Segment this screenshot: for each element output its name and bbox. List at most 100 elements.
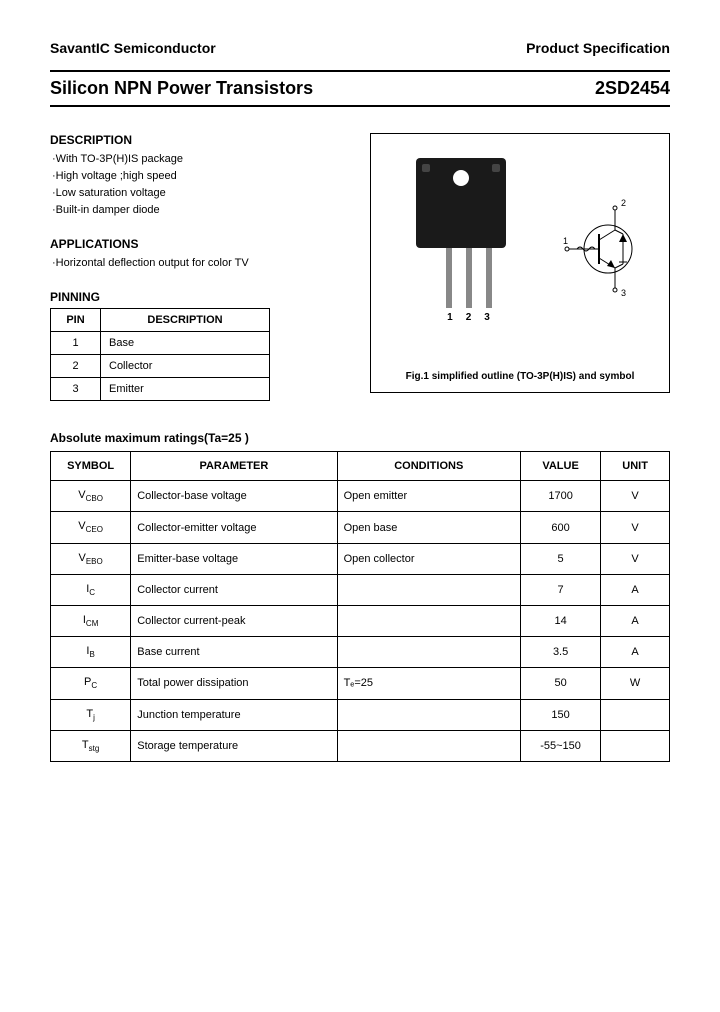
page-header: SavantIC Semiconductor Product Specifica… xyxy=(50,40,670,56)
applications-list: ·Horizontal deflection output for color … xyxy=(50,255,350,272)
rating-unit: V xyxy=(601,512,670,543)
table-row: 3 Emitter xyxy=(51,378,270,401)
lead-icon xyxy=(486,248,492,308)
rating-parameter: Collector current-peak xyxy=(131,605,337,636)
rating-value: 5 xyxy=(520,543,600,574)
col-parameter: PARAMETER xyxy=(131,452,337,481)
table-row: VEBOEmitter-base voltageOpen collector5V xyxy=(51,543,670,574)
rating-value: 14 xyxy=(520,605,600,636)
pin-number: 1 xyxy=(51,332,101,355)
rating-value: 150 xyxy=(520,699,600,730)
table-row: ICMCollector current-peak 14A xyxy=(51,605,670,636)
rating-value: 600 xyxy=(520,512,600,543)
left-column: DESCRIPTION ·With TO-3P(H)IS package ·Hi… xyxy=(50,133,350,401)
lead-icon xyxy=(446,248,452,308)
table-row: VCBOCollector-base voltageOpen emitter17… xyxy=(51,481,670,512)
title-bar: Silicon NPN Power Transistors 2SD2454 xyxy=(50,70,670,107)
pin-label-3: 3 xyxy=(621,288,626,298)
desc-item: ·Low saturation voltage xyxy=(50,185,350,202)
rating-value: 7 xyxy=(520,574,600,605)
pin-label-1: 1 xyxy=(563,236,568,246)
rating-unit: V xyxy=(601,543,670,574)
rating-condition: Tₑ=25 xyxy=(337,668,520,699)
rating-value: -55~150 xyxy=(520,730,600,761)
rating-unit: V xyxy=(601,481,670,512)
table-row: VCEOCollector-emitter voltageOpen base60… xyxy=(51,512,670,543)
rating-condition xyxy=(337,605,520,636)
rating-condition xyxy=(337,699,520,730)
ratings-heading: Absolute maximum ratings(Ta=25 ) xyxy=(50,431,670,445)
table-header-row: SYMBOL PARAMETER CONDITIONS VALUE UNIT xyxy=(51,452,670,481)
desc-item: ·High voltage ;high speed xyxy=(50,168,350,185)
rating-value: 50 xyxy=(520,668,600,699)
figure-caption: Fig.1 simplified outline (TO-3P(H)IS) an… xyxy=(371,371,669,382)
rating-condition: Open base xyxy=(337,512,520,543)
rating-parameter: Collector-base voltage xyxy=(131,481,337,512)
rating-parameter: Storage temperature xyxy=(131,730,337,761)
rating-condition xyxy=(337,637,520,668)
rating-condition xyxy=(337,730,520,761)
pin-desc: Base xyxy=(101,332,270,355)
app-item: ·Horizontal deflection output for color … xyxy=(50,255,350,272)
table-row: TjJunction temperature150 xyxy=(51,699,670,730)
pin-label-2: 2 xyxy=(621,198,626,208)
rating-symbol: VEBO xyxy=(51,543,131,574)
rating-parameter: Emitter-base voltage xyxy=(131,543,337,574)
table-row: 2 Collector xyxy=(51,355,270,378)
rating-parameter: Junction temperature xyxy=(131,699,337,730)
description-heading: DESCRIPTION xyxy=(50,133,350,147)
company-name: SavantIC Semiconductor xyxy=(50,40,216,56)
rating-parameter: Base current xyxy=(131,637,337,668)
rating-symbol: Tstg xyxy=(51,730,131,761)
mounting-hole-icon xyxy=(453,170,469,186)
rating-unit: A xyxy=(601,605,670,636)
desc-item: ·With TO-3P(H)IS package xyxy=(50,151,350,168)
rating-unit xyxy=(601,699,670,730)
rating-symbol: VCBO xyxy=(51,481,131,512)
description-list: ·With TO-3P(H)IS package ·High voltage ;… xyxy=(50,151,350,219)
transistor-symbol-icon: 1 2 3 xyxy=(563,194,653,304)
notch-icon xyxy=(492,164,500,172)
table-row: ICCollector current 7A xyxy=(51,574,670,605)
upper-section: DESCRIPTION ·With TO-3P(H)IS package ·Hi… xyxy=(50,133,670,401)
col-unit: UNIT xyxy=(601,452,670,481)
rating-symbol: ICM xyxy=(51,605,131,636)
pinning-heading: PINNING xyxy=(50,290,350,304)
rating-condition xyxy=(337,574,520,605)
ratings-table: SYMBOL PARAMETER CONDITIONS VALUE UNIT V… xyxy=(50,451,670,762)
pin-number: 3 xyxy=(51,378,101,401)
rating-value: 3.5 xyxy=(520,637,600,668)
rating-unit: W xyxy=(601,668,670,699)
pin-col-header: PIN xyxy=(51,309,101,332)
col-value: VALUE xyxy=(520,452,600,481)
rating-parameter: Total power dissipation xyxy=(131,668,337,699)
lead-numbering: 1 2 3 xyxy=(416,312,521,323)
leads-icon xyxy=(416,248,521,308)
lead-num: 3 xyxy=(484,312,490,323)
rating-value: 1700 xyxy=(520,481,600,512)
pin-number: 2 xyxy=(51,355,101,378)
rating-unit: A xyxy=(601,574,670,605)
part-number: 2SD2454 xyxy=(595,78,670,99)
lead-num: 2 xyxy=(466,312,472,323)
package-body-icon xyxy=(416,158,506,248)
table-row: IBBase current 3.5A xyxy=(51,637,670,668)
table-header-row: PIN DESCRIPTION xyxy=(51,309,270,332)
table-row: PCTotal power dissipationTₑ=2550W xyxy=(51,668,670,699)
schematic-symbol: 1 2 3 xyxy=(563,194,653,307)
table-row: 1 Base xyxy=(51,332,270,355)
rating-unit: A xyxy=(601,637,670,668)
rating-symbol: IB xyxy=(51,637,131,668)
pin-desc: Collector xyxy=(101,355,270,378)
doc-type: Product Specification xyxy=(526,40,670,56)
rating-condition: Open emitter xyxy=(337,481,520,512)
rating-condition: Open collector xyxy=(337,543,520,574)
rating-symbol: IC xyxy=(51,574,131,605)
package-drawing: 1 2 3 xyxy=(401,158,521,323)
table-row: TstgStorage temperature -55~150 xyxy=(51,730,670,761)
rating-symbol: VCEO xyxy=(51,512,131,543)
rating-symbol: PC xyxy=(51,668,131,699)
rating-parameter: Collector current xyxy=(131,574,337,605)
rating-parameter: Collector-emitter voltage xyxy=(131,512,337,543)
lead-num: 1 xyxy=(447,312,453,323)
